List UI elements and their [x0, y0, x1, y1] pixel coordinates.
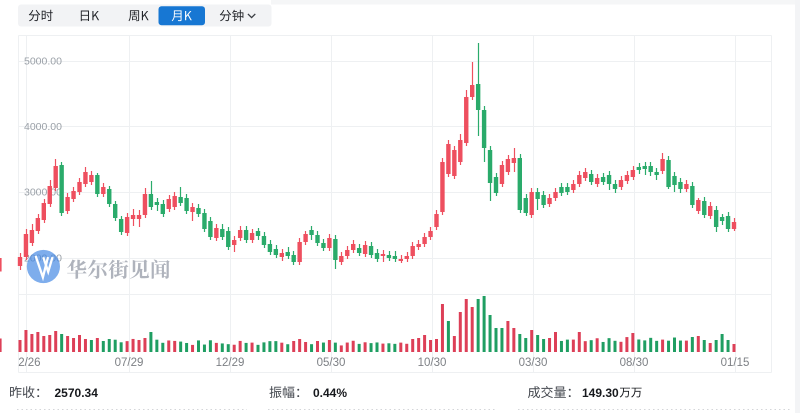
svg-text:5000.00: 5000.00	[24, 56, 62, 68]
svg-text:05/30: 05/30	[317, 357, 346, 369]
svg-text:149.30: 149.30	[582, 386, 619, 400]
svg-text:07/29: 07/29	[115, 357, 144, 369]
svg-text:3000.00: 3000.00	[24, 187, 62, 199]
svg-text:0.44%: 0.44%	[313, 386, 347, 400]
svg-text:01/15: 01/15	[721, 357, 750, 369]
svg-text:2/26: 2/26	[18, 357, 40, 369]
svg-text:08/30: 08/30	[620, 357, 649, 369]
svg-text:4000.00: 4000.00	[24, 121, 62, 133]
svg-text:2570.34: 2570.34	[55, 386, 99, 400]
svg-text:03/30: 03/30	[519, 357, 548, 369]
svg-text:12/29: 12/29	[216, 357, 245, 369]
svg-text:10/30: 10/30	[418, 357, 447, 369]
